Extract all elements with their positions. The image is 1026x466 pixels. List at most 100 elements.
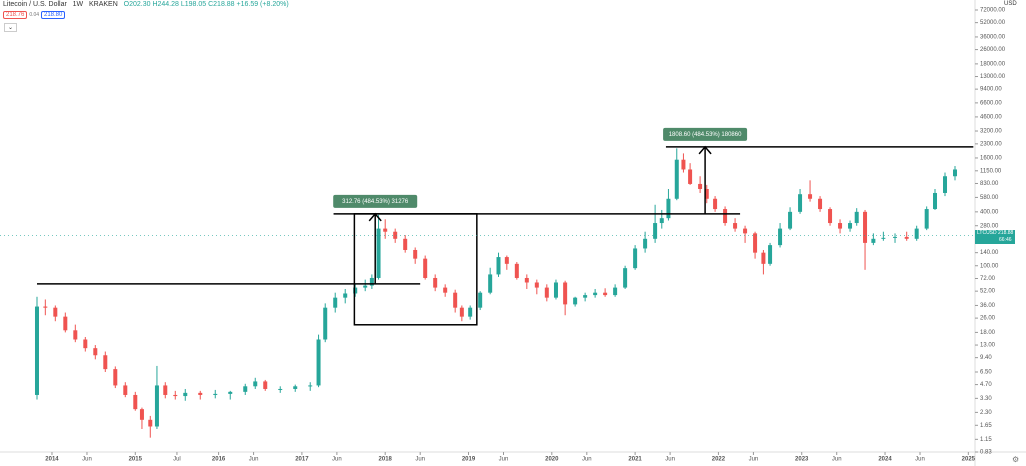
candle-body [453,292,458,308]
candle-body [643,238,648,249]
candle-body [871,238,876,243]
candle-body [553,282,558,298]
candle-body [433,277,438,288]
y-tick-label: 6600.00 [980,100,1002,106]
x-tick-label: Jun [415,457,425,463]
candle-body [488,274,493,293]
y-tick-label: 0.83 [980,450,992,456]
candle-body [103,355,108,370]
candle-body [733,223,738,229]
candle-body [698,183,703,190]
candle-body [163,385,168,395]
sell-button[interactable]: 218.76 [3,11,28,19]
candle-body [881,237,886,239]
candle-body [353,287,358,294]
candle-body [534,282,539,288]
x-tick-label: Jun [582,457,592,463]
candle-body [253,381,258,387]
candle-body [34,306,39,395]
x-tick-label: 2014 [45,457,59,463]
candle-body [613,287,618,296]
y-tick-label: 18000.00 [980,61,1006,67]
candle-body [198,392,203,395]
candle-body [278,388,283,390]
measure-label-box [663,127,748,141]
y-tick-label: 140.00 [980,250,999,256]
collapse-button[interactable]: ⌄ [4,23,18,32]
candle-body [478,292,483,308]
x-tick-label: 2018 [379,457,393,463]
candle-body [593,292,598,296]
candle-body [761,252,766,264]
candle-body [183,392,188,397]
candle-body [154,385,159,427]
y-tick-label: 36000.00 [980,35,1006,41]
candle-body [514,263,519,278]
spread: 0.04 [29,12,40,18]
candle-body [573,297,578,305]
y-tick-label: 1.65 [980,423,992,429]
candle-body [603,292,608,296]
candle-body [768,245,773,264]
candle-body [308,385,313,387]
candle-body [838,223,843,229]
candle-body [904,236,909,239]
candle-body [524,277,529,283]
candle-body [743,228,748,234]
candle-body [778,228,783,246]
buy-button[interactable]: 218.80 [41,11,66,19]
candle-body [924,209,929,229]
candle-body [893,236,898,238]
x-tick-label: 2025 [962,457,976,463]
candle-body [263,381,268,389]
settings-button[interactable]: ⚙ [1012,455,1020,464]
x-tick-label: Jun [499,457,509,463]
currency: USD [1004,1,1017,7]
candle-body [383,228,388,232]
candle-body [623,268,628,288]
y-tick-label: 2300.00 [980,141,1002,147]
y-tick-label: 9400.00 [980,87,1002,93]
candle-body [854,211,859,224]
price-label: LTCUSD 218.88 66:46 [975,230,1016,244]
candle-body [369,277,374,286]
x-tick-label: Jul [173,457,181,463]
candle-body [459,307,464,317]
x-tick-label: 2020 [545,457,559,463]
candle-body [423,258,428,278]
candle-body [393,231,398,239]
candle-body [653,223,658,239]
x-tick-label: 2019 [462,457,476,463]
candle-body [243,386,248,392]
ohlc: O202.30 H244.28 L198.05 C218.88 +16.59 (… [123,1,289,8]
candle-body [674,159,679,199]
candle-body [788,211,793,229]
y-tick-label: 4.70 [980,382,992,388]
candle-body [73,330,78,340]
x-tick-label: 2024 [878,457,892,463]
candle-body [583,295,588,298]
x-tick-label: Jun [915,457,925,463]
arrow-head [698,145,712,155]
candle-body [659,218,664,224]
y-tick-label: 3200.00 [980,129,1002,135]
symbol-tag: LTCUSD [977,230,997,236]
x-tick-label: 2021 [628,457,642,463]
candle-body [504,257,509,264]
candle-body [798,194,803,212]
y-tick-label: 1150.00 [980,168,1002,174]
y-tick-label: 3.30 [980,396,992,402]
candle-body [113,369,118,386]
exchange: KRAKEN [89,1,118,8]
candle-body [323,307,328,340]
y-tick-label: 280.00 [980,223,999,229]
y-tick-label: 1.15 [980,437,992,443]
candle-body [93,348,98,356]
candle-body [123,385,128,395]
candle-body [863,211,868,243]
candle-body [666,198,671,219]
candle-body [681,159,686,170]
y-tick-label: 13000.00 [980,74,1006,80]
candle-body [333,297,338,308]
